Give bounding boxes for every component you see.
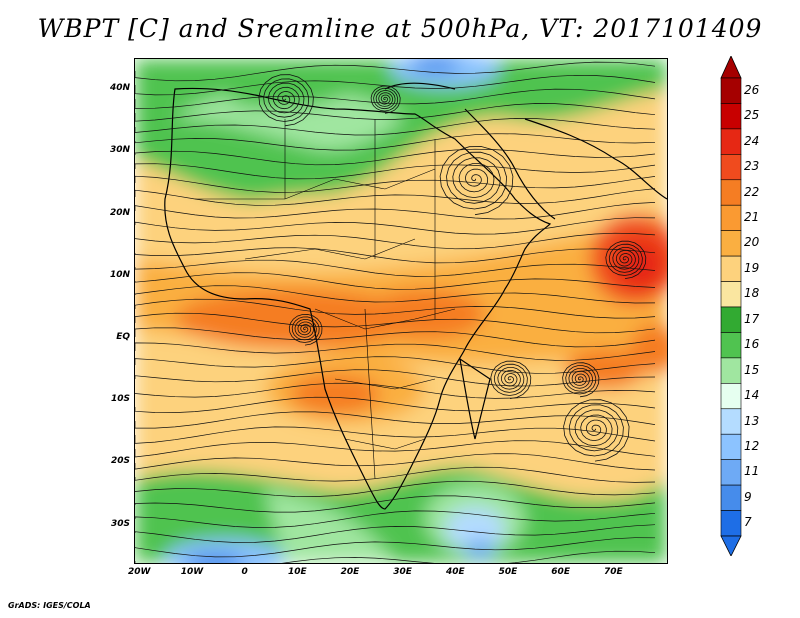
colorbar-swatch [720, 484, 742, 511]
colorbar-swatch [720, 179, 742, 206]
map-canvas [135, 59, 667, 563]
lat-tick-label: 30N [109, 145, 130, 156]
lat-tick-label: 10N [109, 269, 130, 280]
lat-tick-label: 10S [110, 394, 130, 405]
lon-tick-label: 10E [287, 567, 307, 577]
colorbar-label: 24 [744, 133, 760, 148]
lon-tick-label: 0 [241, 567, 248, 577]
colorbar-label: 20 [744, 235, 760, 250]
colorbar-label: 25 [744, 108, 760, 123]
lon-tick-label: 30E [393, 567, 412, 577]
colorbar-swatch [720, 154, 742, 181]
colorbar-swatch [720, 383, 742, 410]
colorbar-swatch [720, 230, 742, 257]
lon-tick-label: 70E [603, 567, 623, 577]
colorbar [720, 56, 742, 556]
colorbar-label: 9 [744, 489, 752, 504]
colorbar-swatch [720, 77, 742, 104]
wbpt-field [135, 59, 667, 563]
colorbar-swatch [720, 204, 742, 231]
colorbar-label: 18 [744, 286, 760, 301]
colorbar-label: 7 [744, 515, 752, 530]
colorbar-label: 11 [744, 464, 760, 479]
lon-tick-label: 20E [340, 567, 360, 577]
colorbar-swatch [720, 408, 742, 435]
colorbar-label: 13 [744, 413, 760, 428]
colorbar-label: 21 [744, 209, 760, 224]
colorbar-swatch [720, 306, 742, 333]
streamlines [135, 61, 656, 563]
lat-tick-label: 30S [110, 518, 130, 529]
colorbar-swatch [720, 357, 742, 384]
colorbar-swatch [720, 128, 742, 155]
lon-tick-label: 10W [180, 567, 204, 577]
colorbar-label: 19 [744, 260, 760, 275]
footer-credit: GrADS: IGES/COLA [8, 601, 91, 610]
colorbar-swatch [720, 281, 742, 308]
colorbar-label: 15 [744, 362, 760, 377]
colorbar-swatch [720, 255, 742, 282]
lon-tick-label: 60E [551, 567, 570, 577]
colorbar-label: 17 [744, 311, 760, 326]
lon-tick-label: 50E [498, 567, 518, 577]
colorbar-swatch [720, 433, 742, 460]
lat-tick-label: 40N [109, 83, 130, 94]
colorbar-swatch [720, 510, 742, 537]
colorbar-cap-top [720, 56, 742, 79]
colorbar-swatch [720, 332, 742, 359]
lon-tick-label: 20W [128, 567, 151, 577]
colorbar-label: 12 [744, 438, 760, 453]
colorbar-swatch [720, 103, 742, 130]
colorbar-label: 26 [744, 82, 760, 97]
lon-tick-label: 40E [445, 567, 465, 577]
colorbar-label: 14 [744, 388, 760, 403]
colorbar-cap-bottom [720, 535, 742, 556]
colorbar-label: 22 [744, 184, 760, 199]
lat-tick-label: EQ [116, 332, 130, 342]
lat-tick-label: 20S [110, 456, 130, 467]
colorbar-label: 23 [744, 159, 760, 174]
page-title: WBPT [C] and Sreamline at 500hPa, VT: 20… [37, 14, 763, 43]
country-borders [195, 119, 456, 480]
colorbar-swatch [720, 459, 742, 486]
map-panel [134, 58, 668, 564]
colorbar-label: 16 [744, 337, 760, 352]
lat-tick-label: 20N [109, 207, 130, 218]
